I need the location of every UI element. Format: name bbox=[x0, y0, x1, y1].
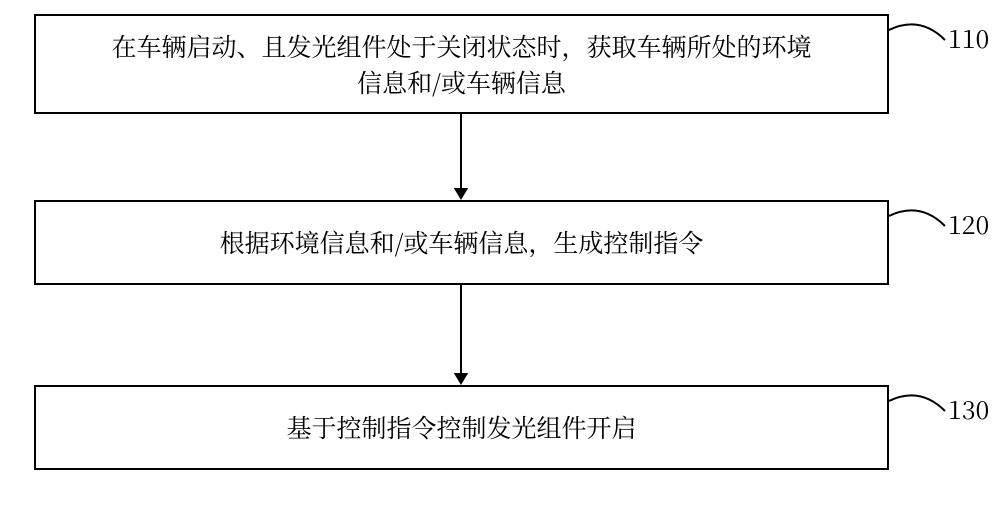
flow-step-label-s110: 110 bbox=[948, 20, 989, 56]
flow-step-text: 在车辆启动、且发光组件处于关闭状态时，获取车辆所处的环境 信息和/或车辆信息 bbox=[111, 28, 811, 101]
flow-step-s120: 根据环境信息和/或车辆信息，生成控制指令 bbox=[34, 200, 889, 285]
label-connector-icon bbox=[885, 11, 949, 44]
flow-step-text: 基于控制指令控制发光组件开启 bbox=[286, 409, 636, 445]
flow-arrow-icon bbox=[447, 114, 475, 200]
flow-arrow-icon bbox=[447, 285, 475, 385]
flow-step-s130: 基于控制指令控制发光组件开启 bbox=[34, 385, 889, 470]
flow-step-text: 根据环境信息和/或车辆信息，生成控制指令 bbox=[220, 224, 704, 260]
flow-step-label-s120: 120 bbox=[948, 206, 989, 242]
label-connector-icon bbox=[885, 382, 949, 415]
flowchart-canvas: 在车辆启动、且发光组件处于关闭状态时，获取车辆所处的环境 信息和/或车辆信息 11… bbox=[0, 0, 1000, 507]
flow-step-label-s130: 130 bbox=[948, 391, 989, 427]
flow-step-s110: 在车辆启动、且发光组件处于关闭状态时，获取车辆所处的环境 信息和/或车辆信息 bbox=[34, 14, 889, 114]
label-connector-icon bbox=[885, 197, 949, 230]
